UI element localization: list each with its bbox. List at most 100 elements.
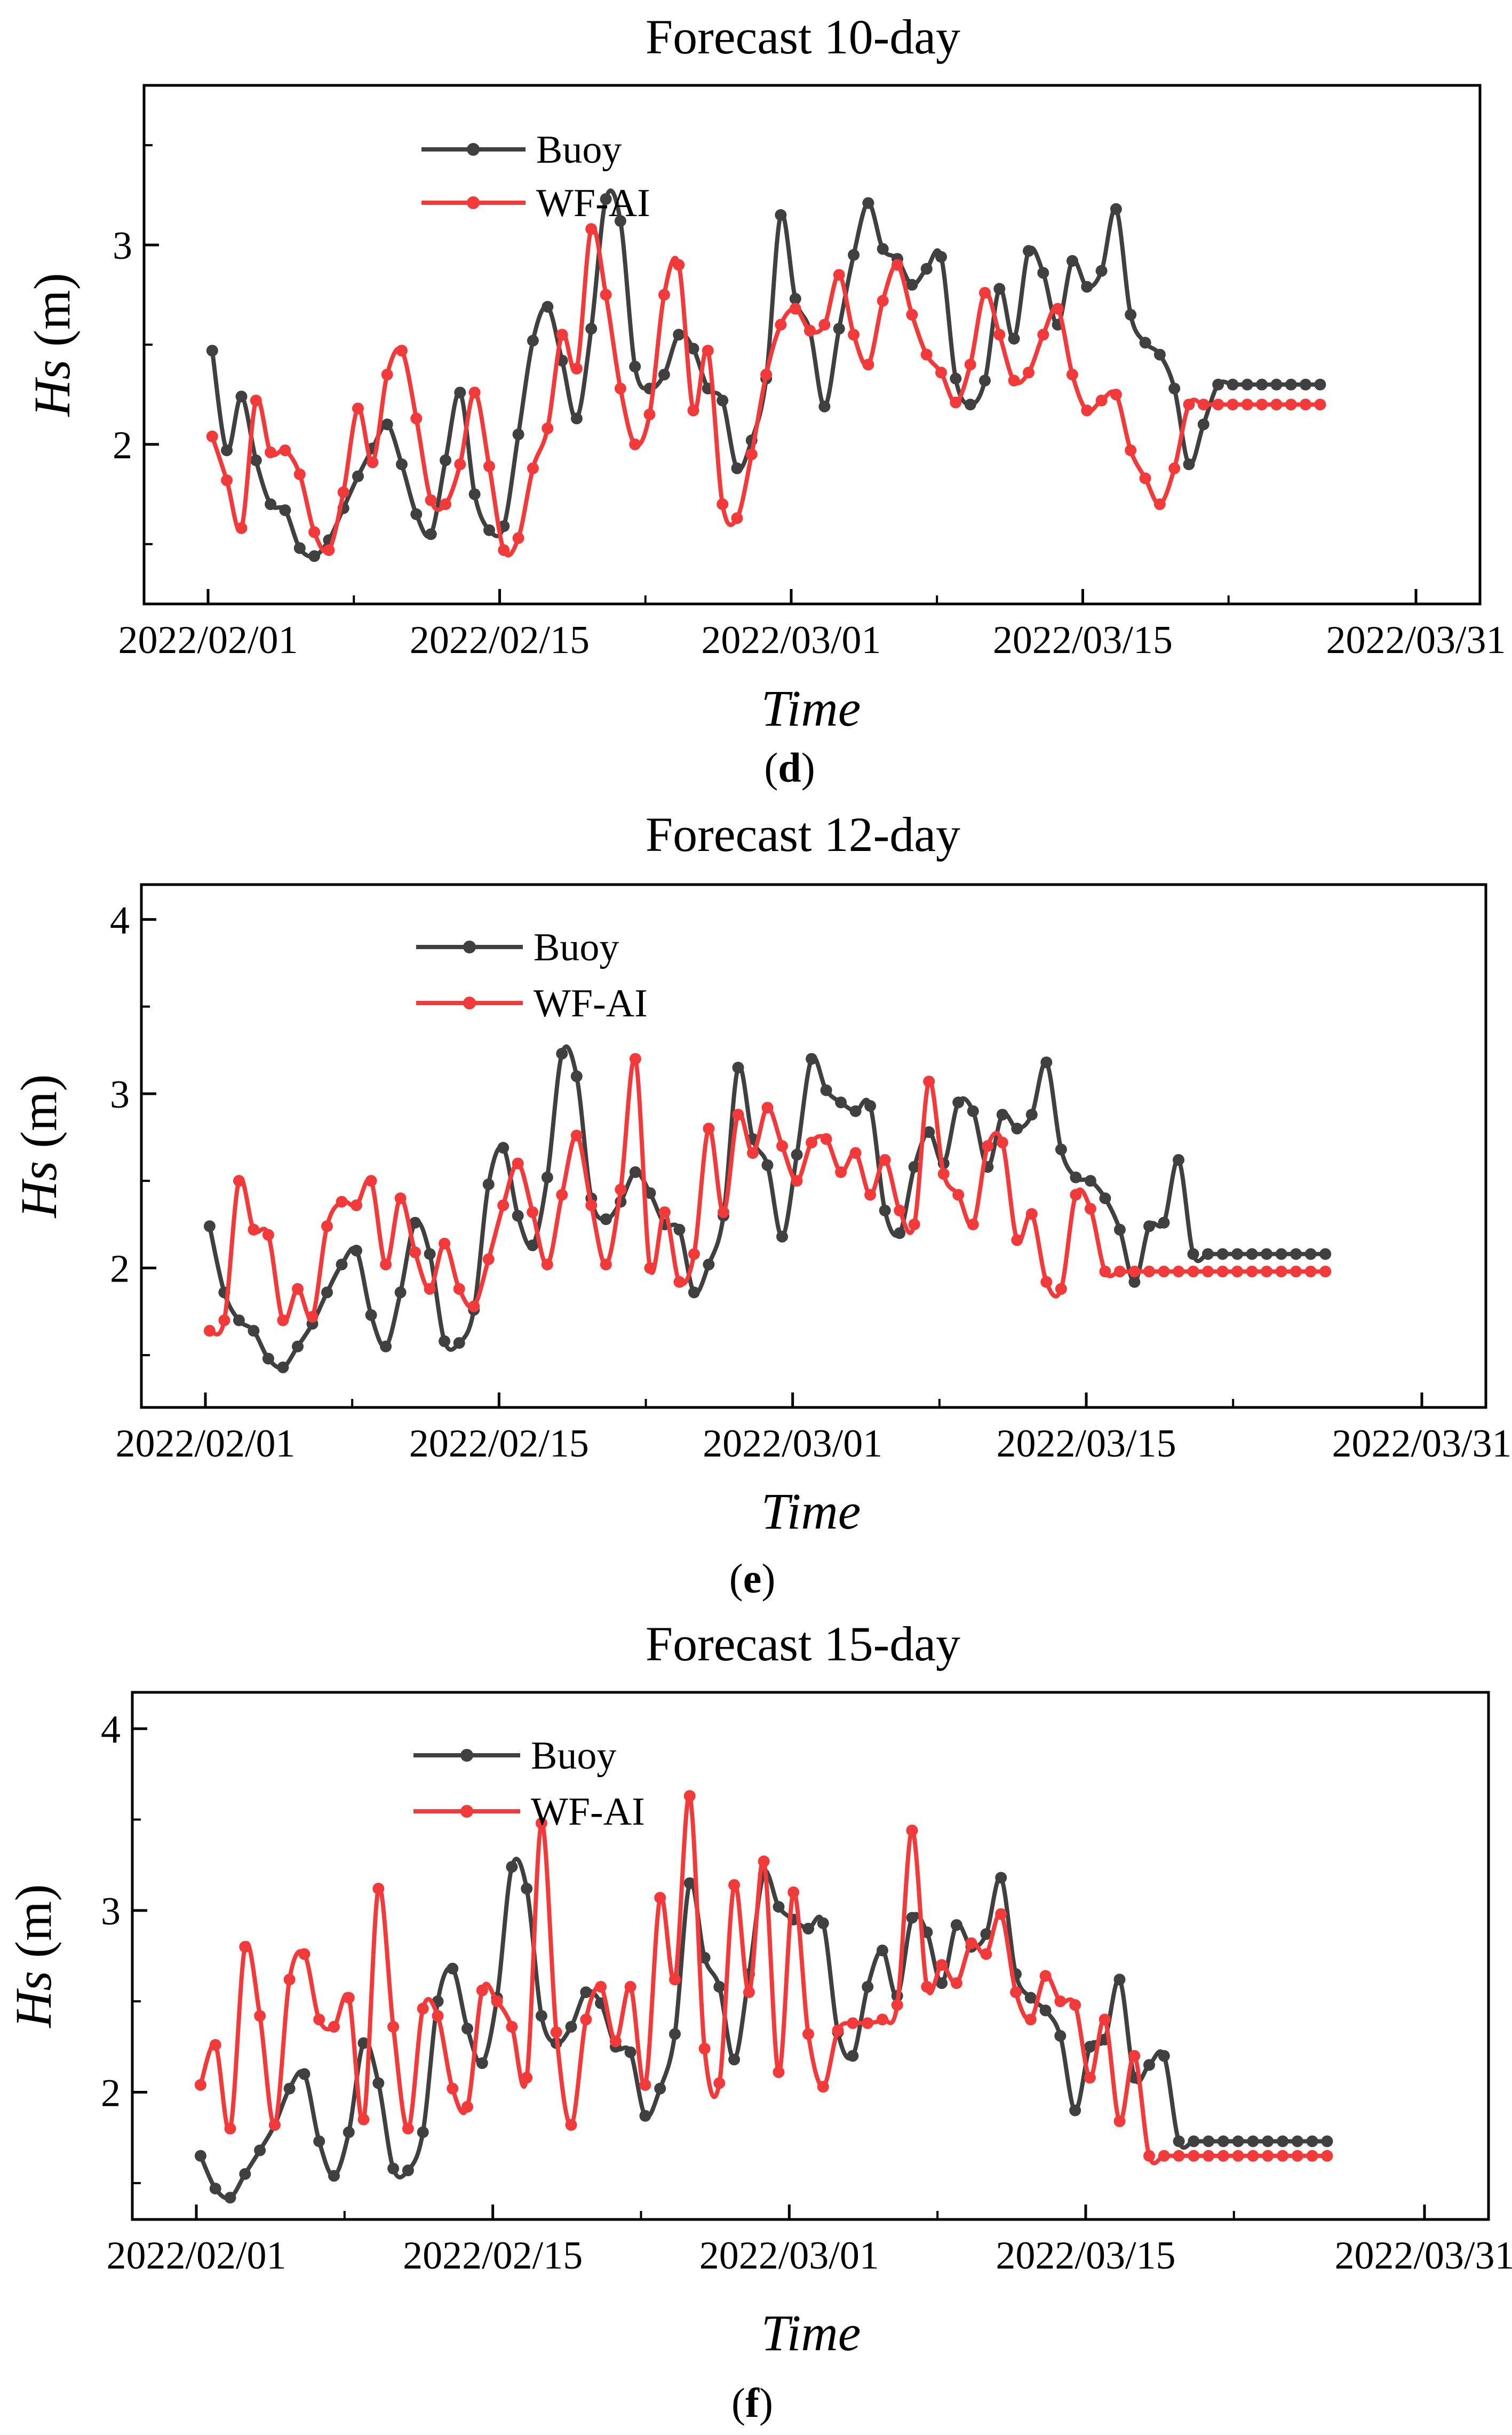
data-point-wfai xyxy=(776,1140,788,1152)
data-point-wfai xyxy=(337,486,349,498)
data-point-wfai xyxy=(1227,399,1239,411)
panel-letter: f xyxy=(745,2380,760,2426)
data-point-buoy xyxy=(862,1980,874,1993)
data-point-buoy xyxy=(336,1259,348,1271)
data-point-wfai xyxy=(964,359,976,371)
data-point-buoy xyxy=(298,2068,311,2080)
legend-wfai-marker xyxy=(467,196,480,209)
data-point-buoy xyxy=(864,1100,877,1112)
panel-letter: d xyxy=(778,744,801,791)
data-point-wfai xyxy=(1216,1266,1229,1278)
data-point-buoy xyxy=(321,1286,333,1299)
data-point-wfai xyxy=(979,287,991,299)
data-point-buoy xyxy=(254,2144,266,2157)
data-point-buoy xyxy=(1216,1248,1229,1260)
legend-buoy-marker xyxy=(460,1749,473,1762)
plot-frame xyxy=(140,883,1487,1409)
data-point-buoy xyxy=(624,2046,636,2058)
data-point-buoy xyxy=(512,428,524,441)
data-point-wfai xyxy=(541,1259,553,1271)
data-point-buoy xyxy=(417,2126,429,2138)
data-point-wfai xyxy=(669,1974,681,1986)
data-point-wfai xyxy=(817,2081,829,2093)
x-tick-label: 2022/03/31 xyxy=(1332,1422,1511,1466)
data-point-wfai xyxy=(747,1147,759,1159)
data-point-buoy xyxy=(410,508,423,520)
data-point-wfai xyxy=(1081,404,1093,417)
data-point-wfai xyxy=(1052,303,1064,315)
data-point-wfai xyxy=(194,2079,206,2091)
data-point-wfai xyxy=(1247,2150,1259,2162)
data-point-wfai xyxy=(1262,2150,1274,2162)
series-lines xyxy=(194,1790,1333,2204)
data-point-wfai xyxy=(713,2077,726,2089)
data-point-buoy xyxy=(713,1980,726,1993)
data-point-buoy xyxy=(1217,2135,1229,2147)
data-point-buoy xyxy=(906,278,918,291)
data-point-wfai xyxy=(1246,1266,1258,1278)
data-point-wfai xyxy=(482,1253,495,1266)
data-point-buoy xyxy=(731,462,743,474)
data-point-buoy xyxy=(1153,348,1166,361)
x-tick-label: 2022/03/01 xyxy=(703,1422,882,1466)
legend: Buoy WF-AI xyxy=(421,128,650,225)
x-axis-label: Time xyxy=(761,1483,861,1540)
data-point-buoy xyxy=(1055,1143,1067,1156)
y-tick-label: 3 xyxy=(110,1073,130,1117)
data-point-buoy xyxy=(235,391,248,403)
data-point-wfai xyxy=(367,456,379,468)
data-point-wfai xyxy=(224,2122,236,2135)
data-point-wfai xyxy=(512,532,524,544)
data-point-buoy xyxy=(233,1314,245,1326)
data-point-wfai xyxy=(698,2042,711,2055)
data-point-wfai xyxy=(1128,1266,1141,1278)
data-point-buoy xyxy=(1275,1248,1287,1260)
data-point-buoy xyxy=(328,2170,340,2182)
data-point-wfai xyxy=(1010,1986,1022,1999)
data-point-buoy xyxy=(1125,308,1137,321)
legend-wfai-label: WF-AI xyxy=(531,1790,645,1834)
data-point-buoy xyxy=(817,1917,829,1929)
data-point-buoy xyxy=(1202,1248,1214,1260)
data-point-buoy xyxy=(580,1986,592,1999)
x-tick-label: 2022/03/15 xyxy=(996,2234,1175,2278)
data-point-buoy xyxy=(600,1213,612,1226)
data-point-buoy xyxy=(703,1259,715,1271)
data-point-wfai xyxy=(1188,2150,1200,2162)
y-axis-unit: (m) xyxy=(5,1884,62,1971)
data-point-buoy xyxy=(343,2126,355,2138)
data-point-buoy xyxy=(351,1245,362,1256)
data-point-wfai xyxy=(365,1175,377,1187)
data-point-buoy xyxy=(698,1952,711,1964)
data-point-wfai xyxy=(1011,1234,1023,1246)
data-point-wfai xyxy=(731,512,743,524)
series-wfai xyxy=(206,223,1326,558)
data-point-wfai xyxy=(718,1206,729,1219)
data-point-buoy xyxy=(600,193,612,205)
data-point-buoy xyxy=(556,1047,568,1060)
data-point-wfai xyxy=(394,1192,407,1204)
data-point-buoy xyxy=(614,215,626,227)
y-tick-label: 2 xyxy=(113,424,132,467)
data-point-buoy xyxy=(1187,1248,1199,1260)
data-point-buoy xyxy=(542,301,554,313)
data-point-wfai xyxy=(1153,498,1166,511)
series-wfai xyxy=(203,1053,1332,1337)
data-point-wfai xyxy=(454,458,466,471)
data-point-wfai xyxy=(565,2119,577,2131)
data-point-buoy xyxy=(454,386,466,399)
data-point-wfai xyxy=(1203,2150,1215,2162)
data-point-wfai xyxy=(965,1937,977,1949)
x-tick-label: 2022/02/15 xyxy=(410,618,590,662)
data-point-wfai xyxy=(876,2014,888,2026)
data-point-wfai xyxy=(702,345,714,357)
data-point-buoy xyxy=(683,1877,696,1889)
data-point-buoy xyxy=(1304,1248,1317,1260)
data-point-buoy xyxy=(1173,2135,1185,2147)
data-point-wfai xyxy=(506,2020,518,2033)
data-point-wfai xyxy=(585,223,598,235)
data-point-wfai xyxy=(1139,472,1151,484)
data-point-buoy xyxy=(894,1227,906,1239)
